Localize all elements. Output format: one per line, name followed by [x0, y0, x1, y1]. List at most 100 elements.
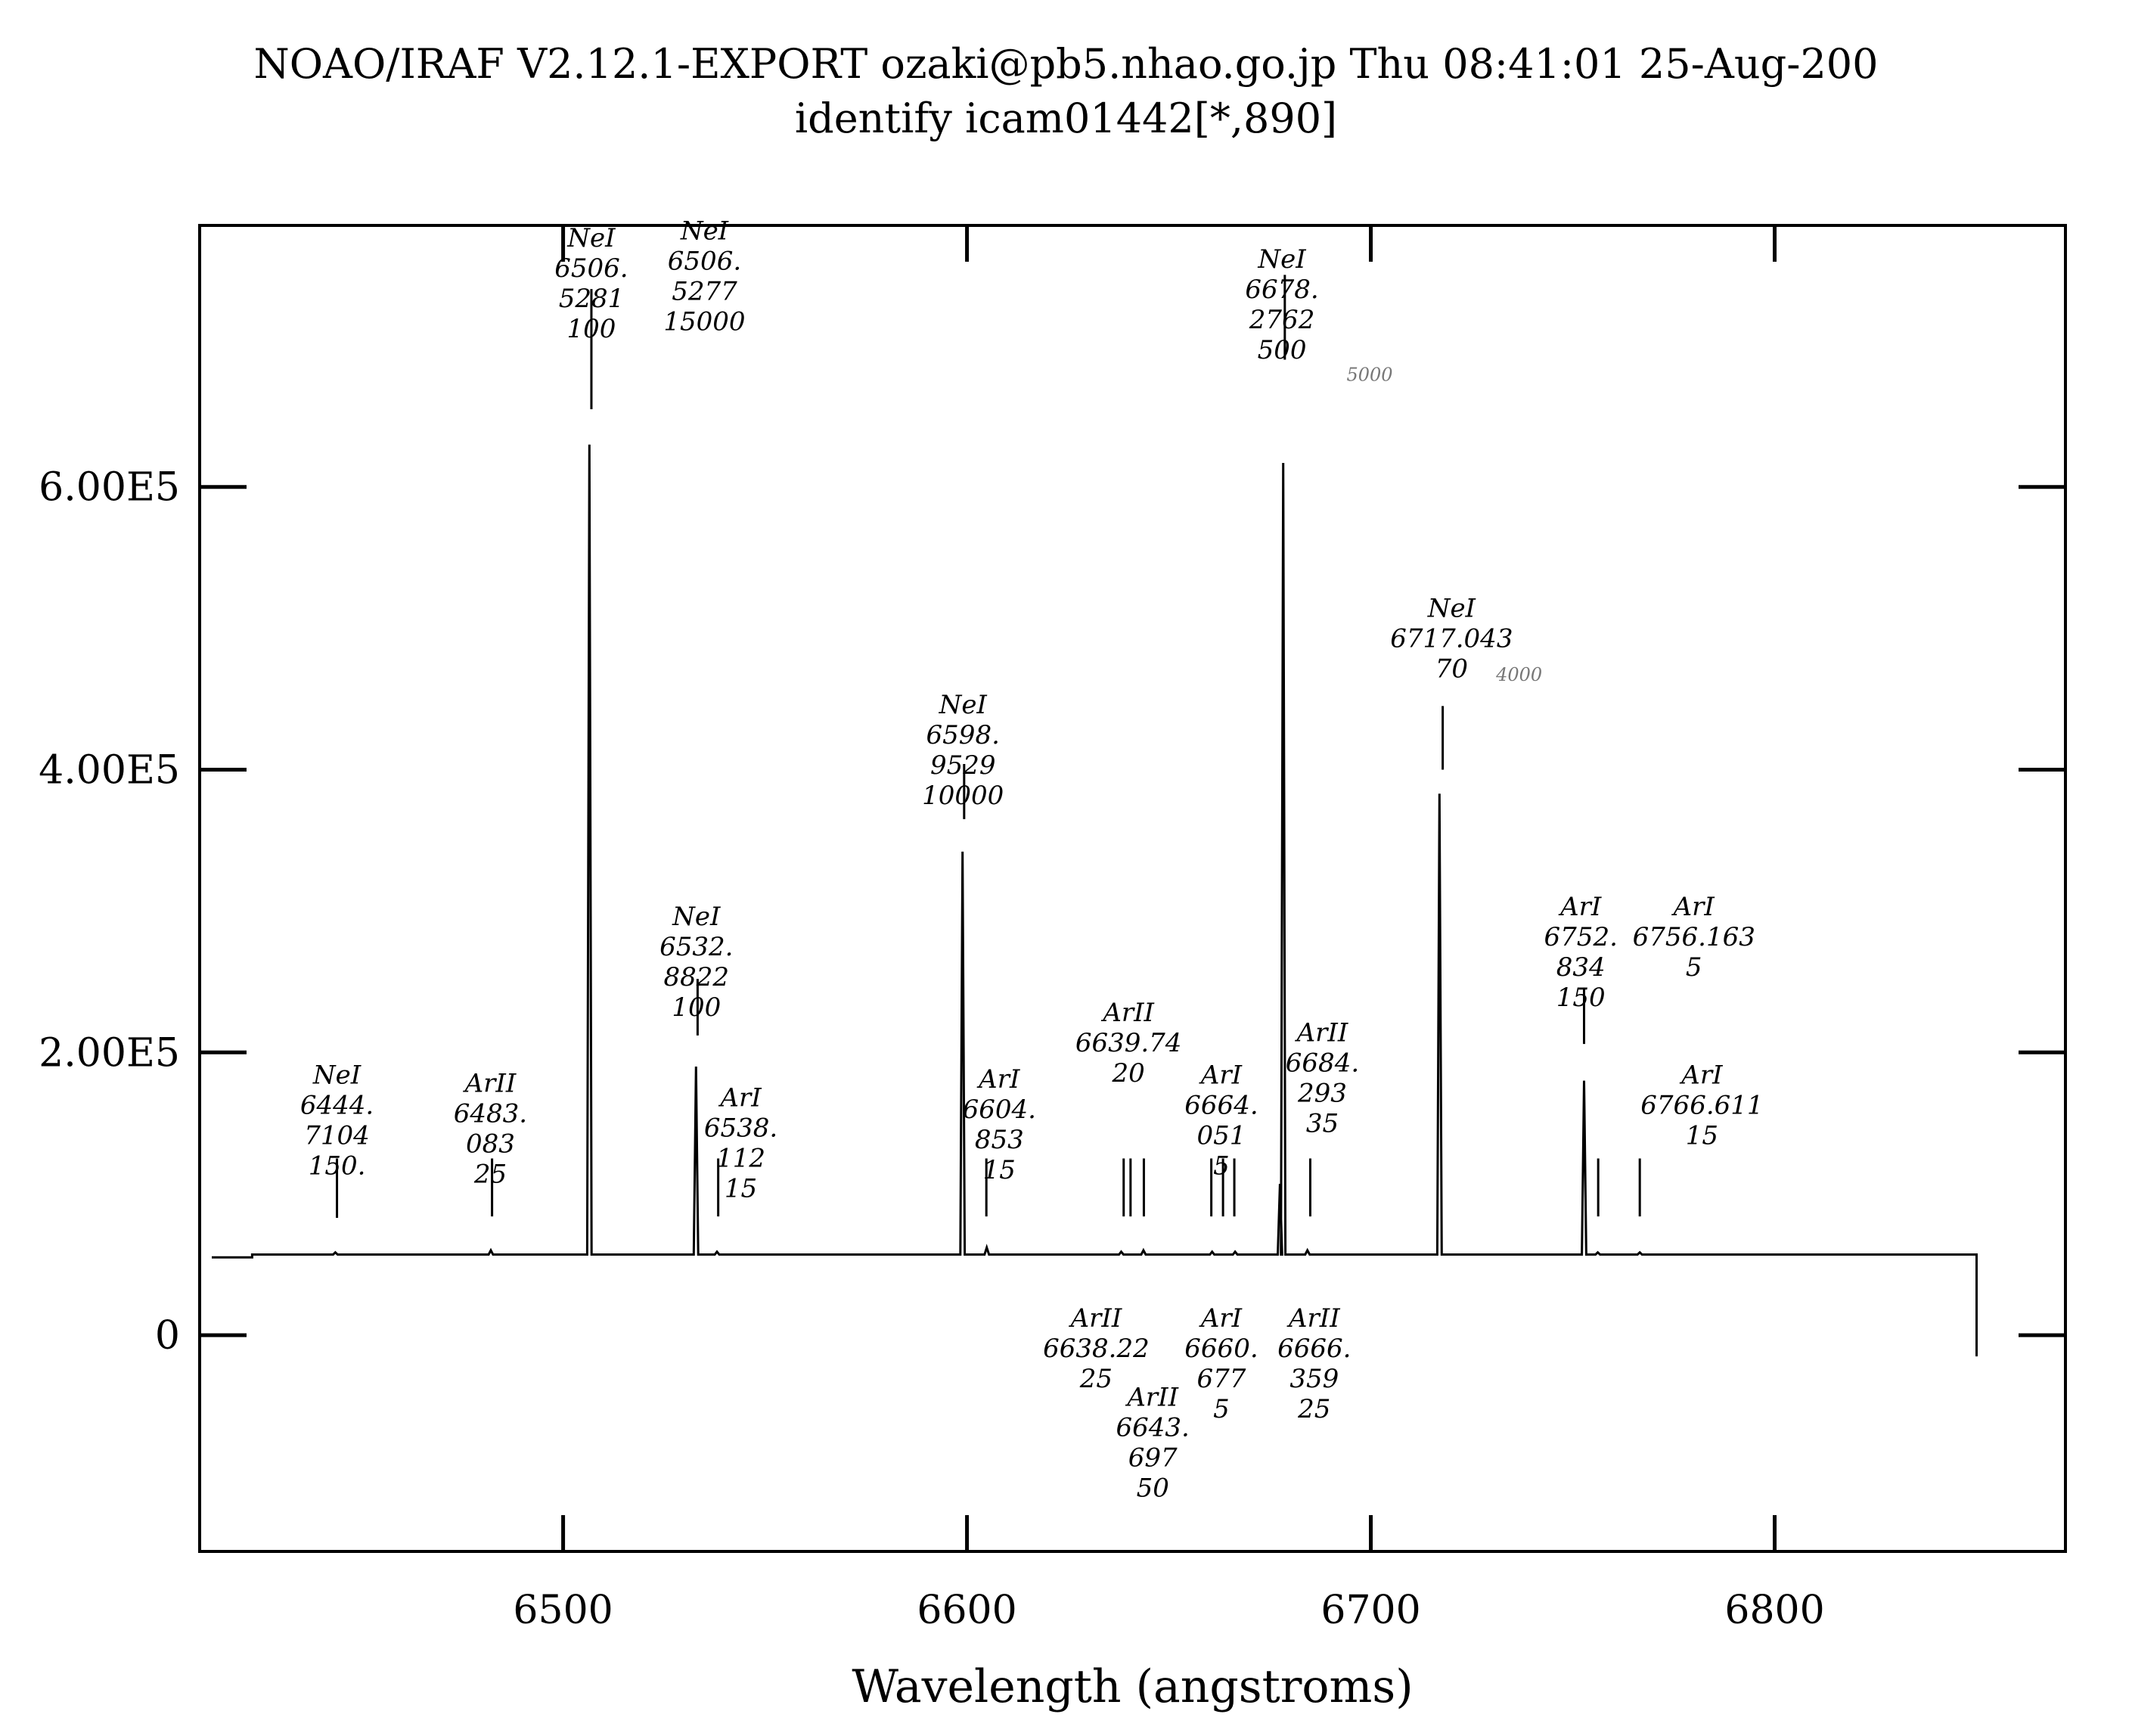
- annotation-line: 6766.611: [1640, 1090, 1763, 1120]
- annotation-line: 25: [1079, 1364, 1113, 1394]
- annotation-line: 150.: [309, 1151, 366, 1181]
- annotation-line: NeI: [680, 216, 729, 247]
- line-annotation: NeI 6717.043 70: [1390, 594, 1513, 685]
- annotation-line: 834: [1556, 952, 1606, 983]
- annotation-line: ArI: [1679, 1060, 1723, 1090]
- annotation-line: NeI: [312, 1060, 362, 1090]
- chart-title: NOAO/IRAF V2.12.1-EXPORT ozaki@pb5.nhao.…: [253, 40, 1879, 88]
- annotation-line: 083: [466, 1129, 515, 1160]
- y-tick-label: 6.00E5: [39, 465, 180, 511]
- annotation-line: ArII: [463, 1069, 517, 1099]
- x-axis-label: Wavelength (angstroms): [852, 1660, 1413, 1713]
- chart-subtitle: identify icam01442[*,890]: [794, 95, 1338, 142]
- annotation-line: NeI: [672, 902, 721, 932]
- line-annotation: ArI 6752. 834 150: [1544, 892, 1618, 1013]
- x-tick-label: 6500: [513, 1588, 613, 1633]
- annotation-line: 15: [1686, 1120, 1718, 1151]
- plot-frame: [198, 224, 2067, 1553]
- annotation-line: 6717.043: [1390, 624, 1513, 654]
- annotation-line: 6664.: [1184, 1090, 1258, 1120]
- x-tick-label: 6700: [1320, 1588, 1420, 1633]
- annotation-line: 293: [1297, 1078, 1347, 1108]
- annotation-line: 359: [1289, 1364, 1339, 1394]
- line-annotation: ArII 6639.74 20: [1075, 998, 1182, 1088]
- line-annotation: ArI 6660. 677 5: [1184, 1303, 1258, 1424]
- annotation-text: ArII 6483. 083 25: [454, 1069, 527, 1190]
- line-annotation: ArI 6664. 051 5: [1184, 1060, 1258, 1181]
- side-note: 5000: [1347, 365, 1393, 386]
- annotation-text: ArII 6643. 697 50: [1116, 1383, 1190, 1504]
- annotation-line: 100: [567, 314, 616, 344]
- annotation-line: 6639.74: [1075, 1028, 1182, 1058]
- annotation-text: NeI 6598. 9529 10000: [922, 690, 1004, 811]
- y-tick-label: 4.00E5: [39, 748, 180, 793]
- annotation-line: 5: [1686, 952, 1702, 983]
- x-tick-label: 6800: [1724, 1588, 1824, 1633]
- annotation-text: NeI 6506. 5281 100: [554, 223, 628, 344]
- annotation-text: ArI 6538. 112 15: [704, 1082, 777, 1203]
- annotation-line: 20: [1112, 1058, 1145, 1088]
- annotation-line: 2762: [1249, 305, 1315, 335]
- annotation-line: 6660.: [1184, 1334, 1258, 1364]
- annotation-line: 5: [1213, 1394, 1230, 1424]
- annotation-line: 6483.: [454, 1099, 527, 1129]
- annotation-line: 150: [1556, 983, 1606, 1013]
- annotation-line: 500: [1258, 335, 1307, 365]
- annotation-line: 10000: [922, 781, 1004, 811]
- annotation-line: 15: [983, 1155, 1016, 1185]
- annotation-text: ArII 6639.74 20: [1075, 998, 1182, 1088]
- annotation-text: ArI 6660. 677 5: [1184, 1303, 1258, 1424]
- annotation-line: ArI: [976, 1064, 1020, 1095]
- annotation-line: NeI: [566, 223, 616, 253]
- annotation-line: ArI: [1558, 892, 1602, 922]
- annotation-line: 697: [1128, 1443, 1178, 1474]
- side-note: 4000: [1495, 664, 1542, 685]
- annotation-line: 6598.: [926, 720, 1000, 750]
- annotation-line: 6678.: [1245, 275, 1318, 305]
- annotation-line: 677: [1197, 1364, 1246, 1394]
- annotation-line: 853: [975, 1125, 1024, 1155]
- annotation-line: 6666.: [1277, 1334, 1351, 1364]
- annotation-line: 051: [1197, 1120, 1246, 1151]
- line-annotation: NeI 6678. 2762 500: [1245, 244, 1318, 365]
- annotation-line: 8822: [664, 962, 730, 992]
- annotation-line: NeI: [1257, 244, 1306, 275]
- annotation-line: 6684.: [1286, 1048, 1359, 1078]
- annotation-line: 25: [473, 1160, 507, 1190]
- annotation-text: ArI 6604. 853 15: [963, 1064, 1036, 1185]
- line-annotation: ArI 6766.611 15: [1640, 1060, 1763, 1151]
- annotation-line: 15: [725, 1173, 757, 1203]
- annotation-text: NeI 6532. 8822 100: [659, 902, 733, 1023]
- line-annotation: ArII 6666. 359 25: [1277, 1303, 1351, 1424]
- annotation-text: ArII 6666. 359 25: [1277, 1303, 1351, 1424]
- annotation-line: 5: [1213, 1151, 1230, 1181]
- line-annotation: ArII 6483. 083 25: [454, 1069, 527, 1190]
- annotation-text: ArI 6752. 834 150: [1544, 892, 1618, 1013]
- line-annotation: ArI 6604. 853 15: [963, 1064, 1036, 1185]
- annotation-line: 15000: [663, 307, 745, 337]
- annotation-line: ArII: [1125, 1383, 1178, 1413]
- x-tick-label: 6600: [917, 1588, 1016, 1633]
- annotation-line: 6506.: [668, 247, 741, 277]
- annotation-line: 6506.: [554, 253, 628, 284]
- annotation-line: ArI: [1199, 1303, 1243, 1334]
- annotation-text: ArI 6766.611 15: [1640, 1060, 1763, 1151]
- annotation-line: 6444.: [300, 1090, 374, 1120]
- line-annotation: NeI 6506. 5277 15000: [663, 216, 745, 337]
- annotation-line: 6532.: [659, 932, 733, 962]
- annotation-line: 35: [1306, 1108, 1339, 1138]
- line-annotation: NeI 6506. 5281 100: [554, 223, 628, 344]
- line-annotation: NeI 6598. 9529 10000: [922, 690, 1004, 811]
- y-tick-label: 2.00E5: [39, 1030, 180, 1076]
- annotation-line: 6643.: [1116, 1413, 1190, 1443]
- annotation-text: NeI 6444. 7104 150.: [300, 1060, 374, 1181]
- annotation-line: ArI: [1199, 1060, 1243, 1090]
- annotation-line: 7104: [304, 1120, 370, 1151]
- annotation-text: ArI 6664. 051 5: [1184, 1060, 1258, 1181]
- annotation-line: 6604.: [963, 1095, 1036, 1125]
- annotation-line: NeI: [1427, 594, 1476, 624]
- line-annotation: NeI 6444. 7104 150.: [300, 1060, 374, 1181]
- line-annotation: ArI 6538. 112 15: [704, 1082, 777, 1203]
- annotation-line: ArII: [1069, 1303, 1122, 1334]
- annotation-line: 5277: [672, 277, 737, 307]
